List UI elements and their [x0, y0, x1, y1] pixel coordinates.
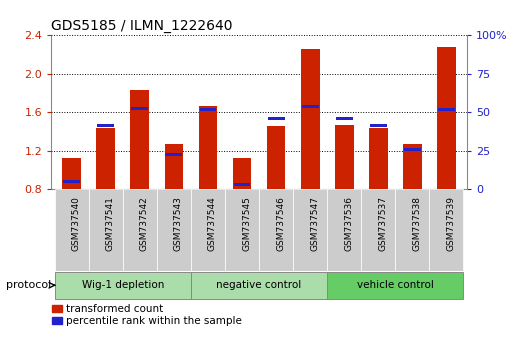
- FancyBboxPatch shape: [327, 272, 463, 299]
- FancyBboxPatch shape: [429, 189, 463, 271]
- Bar: [130, 90, 149, 189]
- FancyBboxPatch shape: [89, 189, 123, 271]
- Bar: [165, 144, 183, 189]
- Bar: [63, 180, 80, 183]
- FancyBboxPatch shape: [55, 189, 89, 271]
- Text: GSM737538: GSM737538: [412, 196, 421, 251]
- Text: GSM737544: GSM737544: [208, 196, 217, 251]
- Legend: transformed count, percentile rank within the sample: transformed count, percentile rank withi…: [52, 304, 242, 326]
- FancyBboxPatch shape: [191, 189, 225, 271]
- FancyBboxPatch shape: [293, 189, 327, 271]
- Text: GSM737543: GSM737543: [174, 196, 183, 251]
- Bar: [302, 105, 319, 108]
- Bar: [131, 107, 148, 110]
- Text: GSM737540: GSM737540: [72, 196, 81, 251]
- Bar: [200, 108, 216, 111]
- FancyBboxPatch shape: [157, 189, 191, 271]
- FancyBboxPatch shape: [396, 189, 429, 271]
- Text: GSM737545: GSM737545: [242, 196, 251, 251]
- Bar: [233, 183, 250, 186]
- FancyBboxPatch shape: [259, 189, 293, 271]
- Text: vehicle control: vehicle control: [357, 280, 434, 290]
- Bar: [370, 124, 387, 127]
- Bar: [403, 144, 422, 189]
- Bar: [404, 148, 421, 152]
- Bar: [301, 49, 320, 189]
- Text: GSM737537: GSM737537: [378, 196, 387, 251]
- Bar: [96, 128, 115, 189]
- Bar: [437, 47, 456, 189]
- FancyBboxPatch shape: [123, 189, 157, 271]
- Bar: [268, 117, 285, 120]
- Text: Wig-1 depletion: Wig-1 depletion: [82, 280, 164, 290]
- Bar: [336, 117, 352, 120]
- Text: GSM737539: GSM737539: [446, 196, 456, 251]
- Bar: [267, 126, 285, 189]
- Bar: [97, 124, 114, 127]
- FancyBboxPatch shape: [191, 272, 327, 299]
- Text: GSM737542: GSM737542: [140, 196, 149, 251]
- Text: protocol: protocol: [6, 280, 52, 290]
- Bar: [63, 158, 81, 189]
- Bar: [369, 128, 388, 189]
- Text: GSM737547: GSM737547: [310, 196, 319, 251]
- Bar: [199, 105, 218, 189]
- FancyBboxPatch shape: [327, 189, 361, 271]
- Text: GDS5185 / ILMN_1222640: GDS5185 / ILMN_1222640: [51, 19, 233, 33]
- Text: GSM737536: GSM737536: [344, 196, 353, 251]
- Bar: [233, 158, 251, 189]
- Bar: [166, 153, 182, 156]
- Bar: [438, 108, 455, 111]
- FancyBboxPatch shape: [361, 189, 396, 271]
- Text: negative control: negative control: [216, 280, 302, 290]
- Text: GSM737546: GSM737546: [276, 196, 285, 251]
- Text: GSM737541: GSM737541: [106, 196, 115, 251]
- Bar: [335, 125, 353, 189]
- FancyBboxPatch shape: [225, 189, 259, 271]
- FancyBboxPatch shape: [55, 272, 191, 299]
